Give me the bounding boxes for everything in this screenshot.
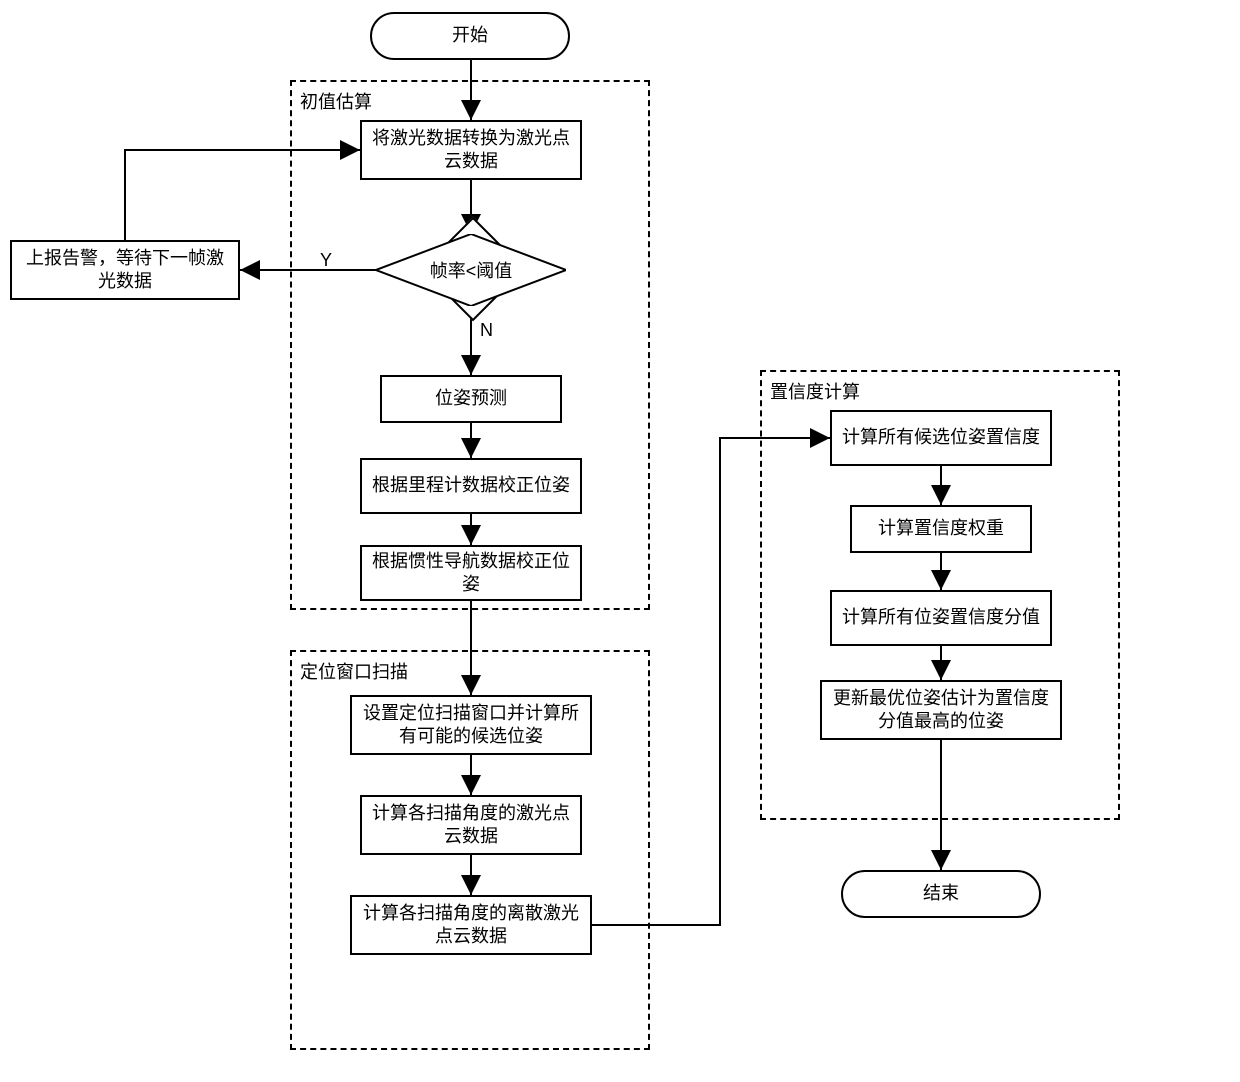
node-calc-conf-weight: 计算置信度权重 xyxy=(850,505,1032,553)
node-set-scan-window: 设置定位扫描窗口并计算所有可能的候选位姿 xyxy=(350,695,592,755)
node-convert-laser: 将激光数据转换为激光点云数据 xyxy=(360,120,582,180)
node-alarm: 上报告警，等待下一帧激光数据 xyxy=(10,240,240,300)
edge-label-yes: Y xyxy=(320,250,332,271)
group-label-confidence: 置信度计算 xyxy=(770,378,860,404)
node-calc-discrete: 计算各扫描角度的离散激光点云数据 xyxy=(350,895,592,955)
node-calc-conf-score: 计算所有位姿置信度分值 xyxy=(830,590,1052,646)
edge-label-no: N xyxy=(480,320,493,341)
node-pose-predict: 位姿预测 xyxy=(380,375,562,423)
node-decision-framerate: 帧率<阈值 xyxy=(376,234,566,306)
node-odom-correct: 根据里程计数据校正位姿 xyxy=(360,458,582,514)
flowchart-canvas: 初值估算 定位窗口扫描 置信度计算 开始 将激光数据转换为激光点云数据 xyxy=(0,0,1240,1082)
node-start: 开始 xyxy=(370,12,570,60)
node-update-best-pose: 更新最优位姿估计为置信度分值最高的位姿 xyxy=(820,680,1062,740)
group-label-scan: 定位窗口扫描 xyxy=(300,658,408,684)
group-label-initial: 初值估算 xyxy=(300,88,372,114)
node-imu-correct: 根据惯性导航数据校正位姿 xyxy=(360,545,582,601)
node-calc-pointcloud: 计算各扫描角度的激光点云数据 xyxy=(360,795,582,855)
node-end: 结束 xyxy=(841,870,1041,918)
node-calc-candidate-conf: 计算所有候选位姿置信度 xyxy=(830,410,1052,466)
